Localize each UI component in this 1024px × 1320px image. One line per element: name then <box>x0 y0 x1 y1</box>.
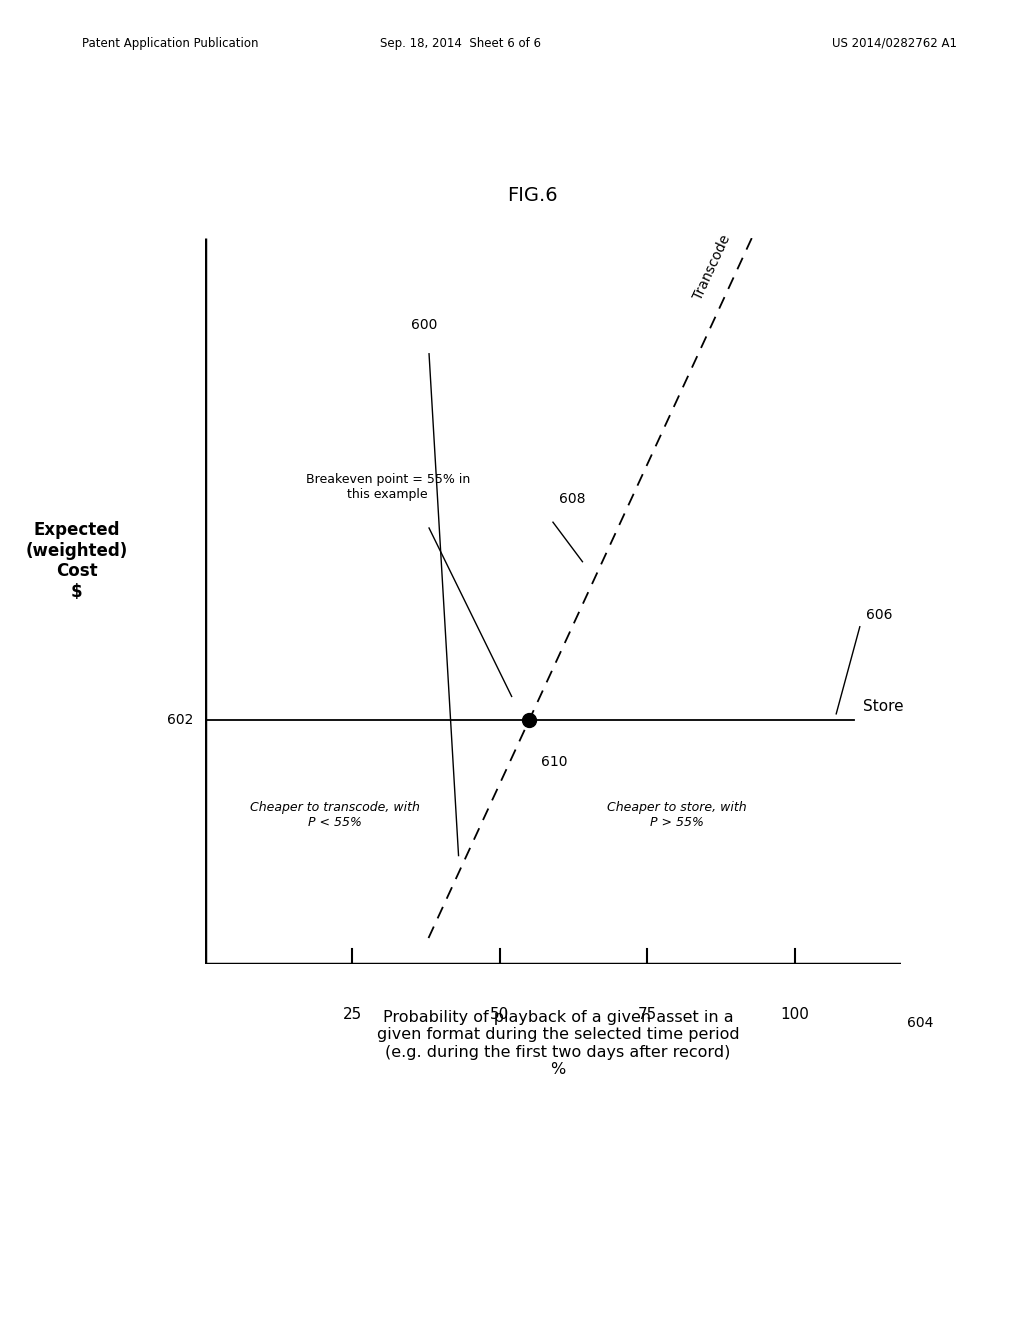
Text: 100: 100 <box>780 1007 809 1022</box>
Text: Transcode: Transcode <box>691 232 733 302</box>
Text: Patent Application Publication: Patent Application Publication <box>82 37 258 50</box>
Text: Cheaper to store, with
P > 55%: Cheaper to store, with P > 55% <box>607 801 746 829</box>
Text: Store: Store <box>863 698 903 714</box>
Text: Sep. 18, 2014  Sheet 6 of 6: Sep. 18, 2014 Sheet 6 of 6 <box>380 37 542 50</box>
Text: 604: 604 <box>907 1016 934 1030</box>
Text: 608: 608 <box>559 492 586 506</box>
Text: 610: 610 <box>541 755 567 768</box>
Text: 602: 602 <box>167 713 193 727</box>
Text: 75: 75 <box>638 1007 657 1022</box>
Text: Breakeven point = 55% in
this example: Breakeven point = 55% in this example <box>305 474 470 502</box>
Text: US 2014/0282762 A1: US 2014/0282762 A1 <box>833 37 957 50</box>
Text: 606: 606 <box>865 609 892 622</box>
Text: 600: 600 <box>412 318 437 331</box>
Text: Expected
(weighted)
Cost
$: Expected (weighted) Cost $ <box>26 521 128 601</box>
Text: Cheaper to transcode, with
P < 55%: Cheaper to transcode, with P < 55% <box>250 801 420 829</box>
Text: 50: 50 <box>490 1007 510 1022</box>
Text: Probability of playback of a given asset in a
given format during the selected t: Probability of playback of a given asset… <box>377 1010 739 1077</box>
Text: FIG.6: FIG.6 <box>507 186 558 205</box>
Text: 25: 25 <box>343 1007 361 1022</box>
